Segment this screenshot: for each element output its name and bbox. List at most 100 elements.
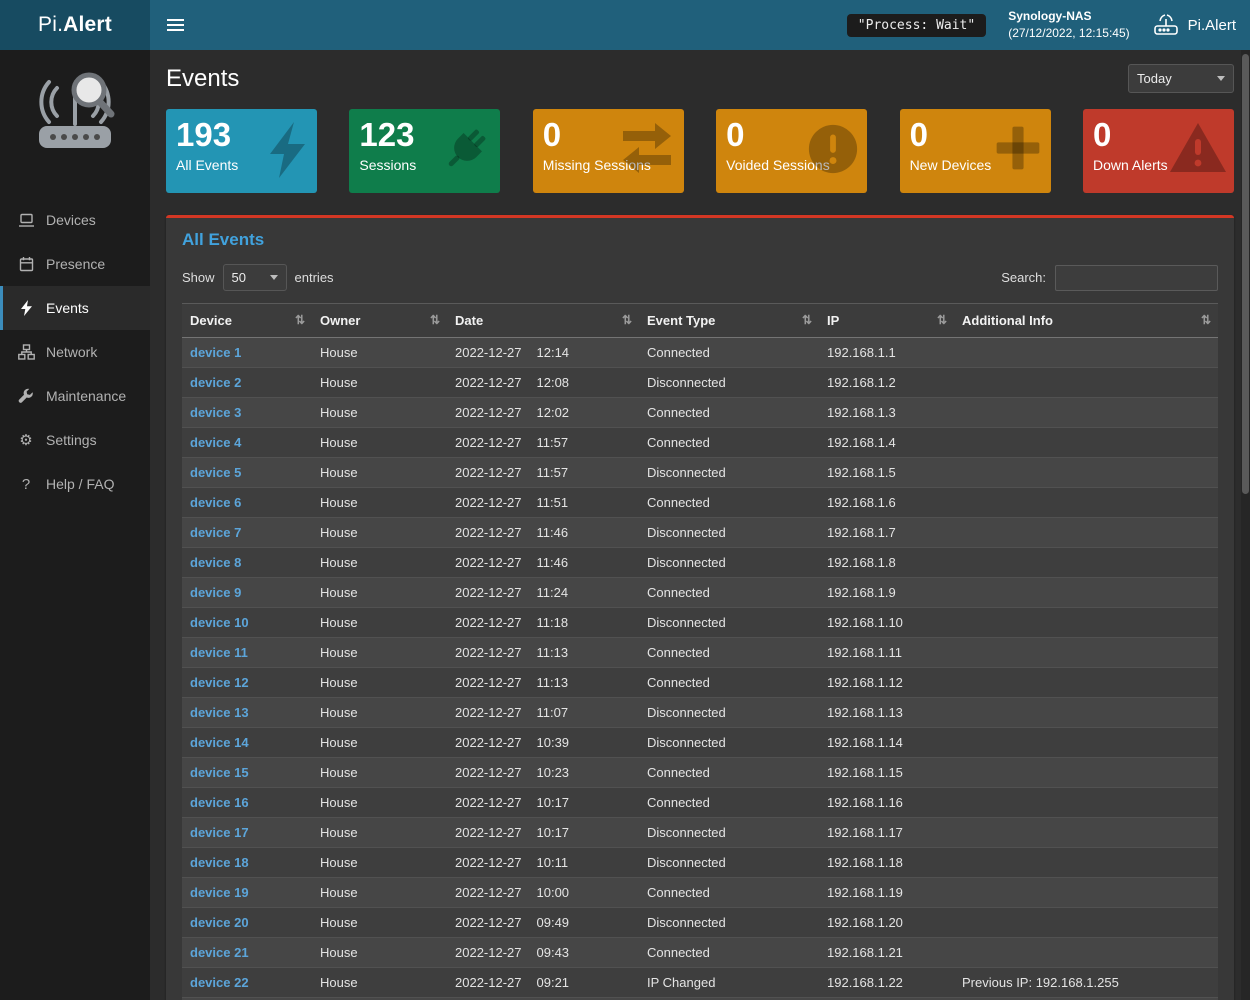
device-cell: device 1	[182, 337, 312, 368]
scrollbar[interactable]	[1241, 50, 1250, 1000]
additional-info-cell	[954, 727, 1218, 758]
device-cell: device 13	[182, 697, 312, 728]
event-type-cell: Disconnected	[639, 817, 819, 848]
sidebar-item-maintenance[interactable]: Maintenance	[0, 374, 150, 418]
device-cell: device 2	[182, 367, 312, 398]
entries-label: entries	[294, 270, 334, 285]
device-link[interactable]: device 2	[190, 375, 242, 390]
box-title: All Events	[182, 230, 265, 249]
date-cell: 2022-12-27 11:51	[447, 487, 639, 518]
device-link[interactable]: device 18	[190, 855, 249, 870]
event-type-cell: Connected	[639, 427, 819, 458]
device-link[interactable]: device 17	[190, 825, 249, 840]
ip-cell: 192.168.1.10	[819, 607, 954, 638]
sidebar-item-events[interactable]: Events	[0, 286, 150, 330]
additional-info-cell	[954, 607, 1218, 638]
device-link[interactable]: device 7	[190, 525, 242, 540]
event-type-cell: Disconnected	[639, 457, 819, 488]
sidebar-toggle-button[interactable]	[150, 16, 201, 34]
topbar-brand-link[interactable]: Pi.Alert	[1152, 13, 1236, 37]
search-input[interactable]	[1055, 264, 1218, 291]
column-header-device[interactable]: Device ⇅	[182, 303, 312, 338]
additional-info-cell	[954, 817, 1218, 848]
date-cell: 2022-12-27 10:39	[447, 727, 639, 758]
column-header-ip[interactable]: IP ⇅	[819, 303, 954, 338]
stat-card-all-events[interactable]: 193 All Events	[166, 109, 317, 193]
table-row: device 14 House 2022-12-27 10:39 Disconnecte…	[182, 727, 1218, 758]
sidebar-item-devices[interactable]: Devices	[0, 198, 150, 242]
device-link[interactable]: device 11	[190, 645, 248, 660]
additional-info-cell	[954, 697, 1218, 728]
additional-info-cell	[954, 787, 1218, 818]
date-cell: 2022-12-27 09:49	[447, 907, 639, 938]
ip-cell: 192.168.1.18	[819, 847, 954, 878]
device-link[interactable]: device 21	[190, 945, 249, 960]
stat-card-sessions[interactable]: 123 Sessions	[349, 109, 501, 193]
owner-cell: House	[312, 367, 447, 398]
device-link[interactable]: device 9	[190, 585, 242, 600]
ip-cell: 192.168.1.9	[819, 577, 954, 608]
event-type-cell: Connected	[639, 637, 819, 668]
column-header-date[interactable]: Date ⇅	[447, 303, 639, 338]
event-type-cell: Disconnected	[639, 907, 819, 938]
device-link[interactable]: device 1	[190, 345, 242, 360]
owner-cell: House	[312, 847, 447, 878]
device-cell: device 7	[182, 517, 312, 548]
event-type-cell: Connected	[639, 397, 819, 428]
owner-cell: House	[312, 967, 447, 998]
device-link[interactable]: device 8	[190, 555, 242, 570]
sidebar-item-presence[interactable]: Presence	[0, 242, 150, 286]
brand-logo[interactable]: Pi. Alert	[0, 0, 150, 50]
stat-card-down-alerts[interactable]: 0 Down Alerts	[1082, 109, 1234, 193]
sidebar-item-label: Settings	[46, 432, 97, 448]
topbar-brand-label: Pi.Alert	[1187, 16, 1236, 34]
page-title: Events	[166, 64, 240, 92]
stat-value: 0	[909, 116, 928, 153]
event-type-cell: Disconnected	[639, 517, 819, 548]
event-type-cell: Disconnected	[639, 727, 819, 758]
ip-cell: 192.168.1.21	[819, 937, 954, 968]
sort-icon: ⇅	[294, 313, 305, 327]
device-link[interactable]: device 15	[190, 765, 249, 780]
stat-card-missing-sessions[interactable]: 0 Missing Sessions	[532, 109, 684, 193]
device-link[interactable]: device 19	[190, 885, 249, 900]
additional-info-cell	[954, 397, 1218, 428]
device-link[interactable]: device 5	[190, 465, 242, 480]
stat-card-voided-sessions[interactable]: 0 Voided Sessions	[716, 109, 868, 193]
column-header-owner[interactable]: Owner ⇅	[312, 303, 447, 338]
device-link[interactable]: device 22	[190, 975, 249, 990]
device-link[interactable]: device 12	[190, 675, 249, 690]
date-cell: 2022-12-27 10:23	[447, 757, 639, 788]
stat-card-new-devices[interactable]: 0 New Devices	[899, 109, 1051, 193]
table-row: device 1 House 2022-12-27 12:14 Connected 192…	[182, 337, 1218, 368]
page-header: Events Today	[166, 64, 1234, 93]
device-link[interactable]: device 6	[190, 495, 242, 510]
table-row: device 18 House 2022-12-27 10:11 Disconnecte…	[182, 847, 1218, 878]
chevron-down-icon	[1217, 76, 1225, 81]
brand-light: Pi.	[38, 13, 64, 36]
table-row: device 20 House 2022-12-27 09:49 Disconnecte…	[182, 907, 1218, 938]
sidebar-item-help[interactable]: ? Help / FAQ	[0, 462, 150, 506]
owner-cell: House	[312, 667, 447, 698]
device-link[interactable]: device 4	[190, 435, 242, 450]
device-link[interactable]: device 3	[190, 405, 242, 420]
device-cell: device 5	[182, 457, 312, 488]
wrench-icon	[17, 388, 35, 404]
sort-icon: ⇅	[621, 313, 632, 327]
table-row: device 15 House 2022-12-27 10:23 Connected 19…	[182, 757, 1218, 788]
page-length-select[interactable]: 50	[222, 264, 287, 291]
device-link[interactable]: device 16	[190, 795, 249, 810]
period-select[interactable]: Today	[1128, 64, 1234, 93]
sidebar-item-settings[interactable]: ⚙ Settings	[0, 418, 150, 462]
sidebar-item-network[interactable]: Network	[0, 330, 150, 374]
device-link[interactable]: device 20	[190, 915, 249, 930]
question-icon: ?	[21, 475, 31, 493]
column-header-event-type[interactable]: Event Type ⇅	[639, 303, 819, 338]
event-type-cell: Connected	[639, 487, 819, 518]
host-name: Synology-NAS	[1008, 9, 1092, 24]
device-link[interactable]: device 14	[190, 735, 249, 750]
scrollbar-thumb[interactable]	[1242, 54, 1249, 494]
device-link[interactable]: device 13	[190, 705, 249, 720]
device-link[interactable]: device 10	[190, 615, 249, 630]
column-header-additional-info[interactable]: Additional Info ⇅	[954, 303, 1218, 338]
